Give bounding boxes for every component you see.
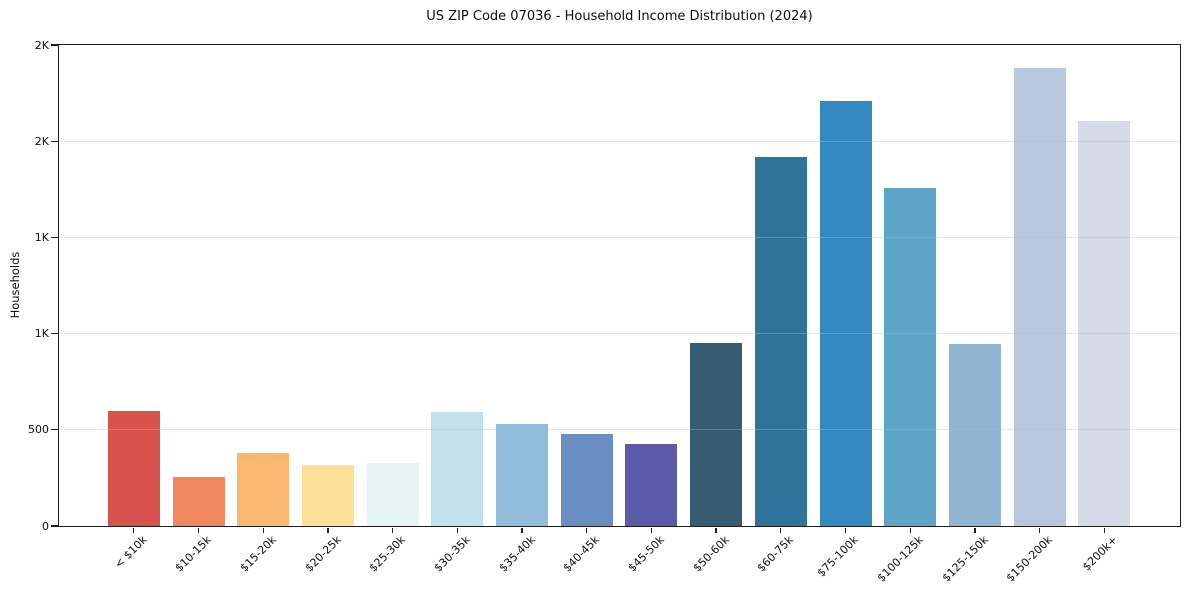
x-tick-mark — [262, 528, 264, 533]
x-tick-mark — [456, 528, 458, 533]
x-tick-label: $35-40k — [496, 533, 538, 575]
x-tick-mark — [844, 528, 847, 533]
y-tick-mark — [51, 332, 58, 335]
bar-10k — [107, 410, 160, 526]
x-tick-mark — [780, 528, 782, 533]
plot-area: < $10k $10-15k $15-20k $20-25k $25-30k $30-35… — [28, 40, 1181, 584]
y-axis-label: Households — [8, 251, 22, 319]
x-tick-mark — [650, 528, 653, 533]
bar-40-45k — [560, 433, 613, 526]
x-tick-mark — [327, 528, 329, 533]
x-tick-mark — [974, 528, 976, 533]
x-tick-label: $20-25k — [302, 533, 344, 575]
chart-title: US ZIP Code 07036 - Household Income Dis… — [426, 9, 813, 24]
bar-200k — [1078, 121, 1131, 526]
gridline — [59, 236, 1180, 238]
x-tick-label: $45-50k — [625, 533, 667, 575]
x-tick-label: $150-200k — [1003, 533, 1056, 585]
bar-75-100k — [819, 100, 872, 526]
y-tick-label: 500 — [28, 423, 49, 437]
x-tick-label: $10-15k — [172, 533, 214, 575]
x-tick-label: < $10k — [111, 533, 150, 571]
y-tick-label: 2K — [34, 38, 49, 52]
bar-15-20k — [237, 452, 290, 526]
x-tick-label: $100-125k — [874, 533, 926, 585]
x-tick-mark — [197, 528, 200, 533]
x-tick-label: $40-45k — [560, 533, 603, 575]
y-tick-mark — [51, 44, 58, 46]
bar-60-75k — [754, 156, 807, 526]
bar-20-25k — [301, 465, 354, 526]
bar-50-60k — [690, 343, 743, 526]
x-tick-mark — [521, 528, 523, 533]
gridline — [59, 333, 1180, 335]
y-tick-mark — [51, 525, 58, 527]
bar-30-35k — [431, 412, 484, 526]
bar-150-200k — [1013, 68, 1066, 526]
bar-125-150k — [948, 344, 1001, 526]
x-tick-label: $60-75k — [755, 533, 797, 575]
x-tick-mark — [133, 528, 135, 533]
bar-100-125k — [884, 188, 937, 526]
bar-45-50k — [625, 444, 678, 526]
y-tick-label: 1K — [34, 230, 49, 244]
bar-25-30k — [366, 462, 419, 526]
y-tick-label: 2K — [34, 134, 49, 148]
gridline — [59, 140, 1180, 142]
x-tick-label: $25-30k — [366, 533, 409, 575]
x-tick-mark — [391, 528, 394, 533]
bar-35-40k — [496, 424, 548, 526]
y-tick-label: 0 — [42, 519, 49, 533]
y-tick-mark — [51, 429, 58, 431]
x-tick-label: $50-60k — [690, 533, 732, 575]
y-tick-mark — [51, 236, 58, 239]
x-tick-label: $200k+ — [1079, 533, 1120, 574]
x-tick-mark — [909, 528, 911, 533]
x-tick-mark — [586, 528, 588, 533]
x-tick-label: $15-20k — [237, 533, 279, 575]
x-tick-mark — [715, 528, 717, 533]
x-tick-mark — [1038, 528, 1041, 533]
bar-10-15k — [172, 476, 225, 526]
y-tick-mark — [51, 140, 58, 142]
x-tick-label: $30-35k — [431, 533, 473, 575]
y-tick-label: 1K — [34, 327, 49, 341]
x-tick-label: $75-100k — [814, 533, 861, 580]
gridline — [59, 429, 1180, 431]
x-tick-mark — [1103, 528, 1105, 533]
x-tick-label: $125-150k — [939, 533, 991, 585]
